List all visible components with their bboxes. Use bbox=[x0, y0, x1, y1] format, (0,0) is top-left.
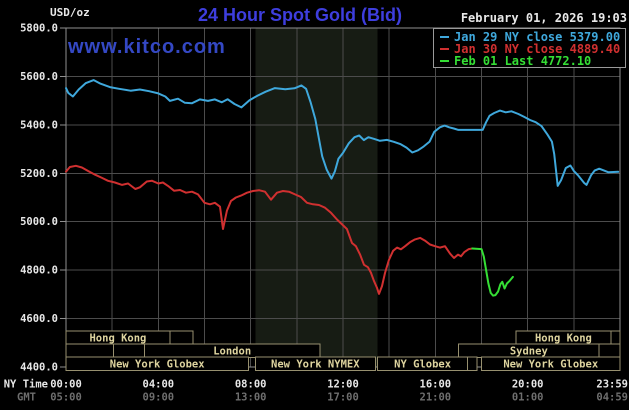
x-tick-label-ny: 16:00 bbox=[420, 379, 452, 391]
session-box bbox=[65, 356, 249, 371]
x-tick-label-ny: 00:00 bbox=[50, 379, 82, 391]
x-tick-label-gmt: 09:00 bbox=[143, 392, 175, 404]
y-tick-label: 5400.0 bbox=[20, 119, 58, 131]
y-tick-label: 4600.0 bbox=[20, 313, 58, 325]
gmt-caption: GMT bbox=[17, 392, 36, 404]
session-box bbox=[467, 356, 478, 371]
legend-dash-jan30 bbox=[440, 47, 449, 50]
session-box bbox=[65, 343, 114, 358]
session-box bbox=[610, 330, 621, 345]
session-label: Hong Kong bbox=[535, 333, 592, 345]
nymex-session-band bbox=[255, 28, 378, 367]
session-label: New York Globex bbox=[503, 359, 599, 371]
legend-dash-feb01 bbox=[440, 59, 449, 62]
legend: Jan 29 NY close 5379.00 Jan 30 NY close … bbox=[433, 28, 626, 68]
x-tick-label-gmt: 05:00 bbox=[50, 392, 82, 404]
page-title: 24 Hour Spot Gold (Bid) bbox=[198, 5, 402, 25]
x-tick-label-ny: 20:00 bbox=[512, 379, 544, 391]
price-line-feb01 bbox=[471, 247, 514, 297]
legend-item-jan30: Jan 30 NY close 4889.40 bbox=[440, 43, 625, 55]
y-tick-label: 4800.0 bbox=[20, 265, 58, 277]
x-tick-label-ny: 12:00 bbox=[327, 379, 359, 391]
session-box bbox=[481, 356, 621, 371]
x-tick-label-gmt: 17:00 bbox=[327, 392, 359, 404]
x-tick-label-gmt: 01:00 bbox=[512, 392, 544, 404]
session-label: NY Globex bbox=[394, 359, 452, 371]
y-tick-label: 5800.0 bbox=[20, 23, 58, 35]
legend-item-jan29: Jan 29 NY close 5379.00 bbox=[440, 31, 625, 43]
session-label: London bbox=[213, 346, 251, 358]
session-label: Sydney bbox=[510, 346, 549, 358]
x-tick-label-ny: 08:00 bbox=[235, 379, 267, 391]
legend-label-feb01: Feb 01 Last 4772.10 bbox=[454, 54, 592, 68]
ny-time-caption: NY Time bbox=[4, 379, 48, 391]
x-tick-label-gmt: 04:59 bbox=[596, 392, 628, 404]
timestamp: February 01, 2026 19:03 bbox=[460, 11, 627, 25]
x-tick-label-ny: 23:59 bbox=[596, 379, 628, 391]
session-label: Hong Kong bbox=[89, 333, 146, 345]
y-tick-label: 5200.0 bbox=[20, 168, 58, 180]
session-box bbox=[169, 330, 194, 345]
session-box bbox=[254, 356, 376, 371]
price-line-jan30 bbox=[65, 164, 474, 295]
session-label: New York Globex bbox=[110, 359, 206, 371]
kitco-watermark-link[interactable]: www.kitco.com bbox=[68, 36, 226, 58]
price-line-jan29 bbox=[65, 79, 620, 187]
y-tick-label: 4400.0 bbox=[20, 362, 58, 374]
session-box bbox=[598, 343, 621, 358]
legend-dash-jan29 bbox=[440, 35, 449, 38]
session-box bbox=[112, 343, 145, 358]
units-label: USD/oz bbox=[50, 6, 90, 19]
legend-label-jan30: Jan 30 NY close 4889.40 bbox=[454, 42, 621, 56]
y-tick-label: 5000.0 bbox=[20, 216, 58, 228]
x-tick-label-ny: 04:00 bbox=[143, 379, 175, 391]
legend-label-jan29: Jan 29 NY close 5379.00 bbox=[454, 30, 621, 44]
y-tick-label: 5600.0 bbox=[20, 71, 58, 83]
x-tick-label-gmt: 13:00 bbox=[235, 392, 267, 404]
legend-item-feb01: Feb 01 Last 4772.10 bbox=[440, 55, 625, 67]
session-label: New York NYMEX bbox=[271, 359, 360, 371]
x-tick-label-gmt: 21:00 bbox=[420, 392, 452, 404]
